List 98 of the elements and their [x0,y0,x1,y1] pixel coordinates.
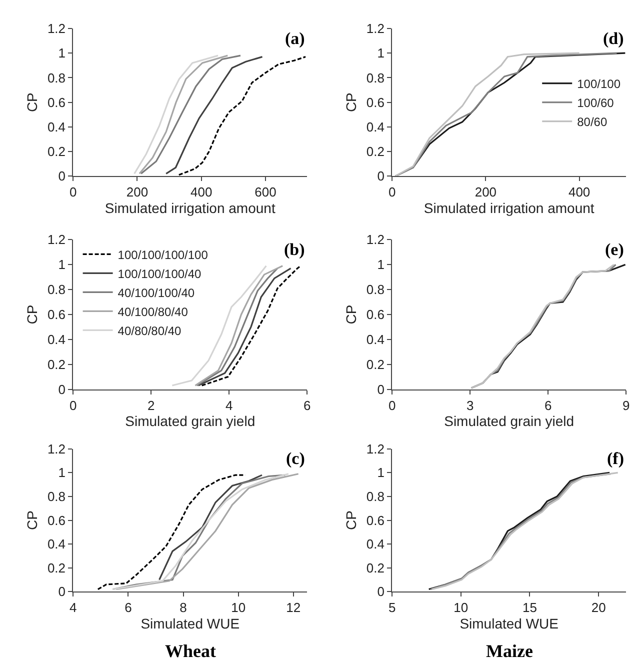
y-tick-label: 0.6 [47,512,66,528]
line-series [165,56,264,174]
y-axis-title: CP [343,304,359,324]
y-tick-label: 0.8 [47,489,66,504]
legend-label: 100/100 [577,77,621,91]
x-tick-label: 3 [466,398,474,413]
y-tick-label: 0.2 [366,560,384,576]
legend-label: 100/100/100/100 [118,248,208,262]
y-tick-label: 0.8 [47,282,66,298]
y-tick-label: 0.6 [366,512,384,528]
x-tick-label: 0 [388,398,396,413]
y-tick-label: 0.6 [47,307,66,322]
x-tick-label: 9 [622,398,630,413]
y-tick-label: 1.2 [47,21,66,36]
line-series [134,54,219,174]
y-axis-title: CP [24,510,40,530]
y-tick-label: 0.8 [47,70,66,86]
annotation: (a) [285,29,305,48]
y-tick-label: 1 [377,46,384,61]
y-tick-label: 0.2 [366,144,384,160]
y-tick-label: 1.2 [366,441,384,456]
y-tick-label: 0.2 [366,356,384,372]
text: Maize [486,641,533,661]
y-tick-label: 0.6 [366,307,384,322]
legend-label: 40/100/80/40 [118,304,188,319]
y-tick-label: 0.2 [47,560,66,576]
y-tick-label: 1.2 [366,232,384,248]
y-tick-label: 0.6 [366,94,384,110]
x-tick-label: 4 [70,600,77,616]
annotation: (e) [605,240,624,259]
y-tick-label: 0.4 [47,536,66,552]
x-tick-label: 0 [70,184,77,200]
x-tick-label: 15 [522,600,537,616]
y-tick-label: 0.8 [366,489,384,504]
legend-label: 100/100/100/40 [118,266,202,281]
y-tick-label: 0 [58,382,66,397]
y-axis-title: CP [343,510,359,530]
x-tick-label: 2 [148,398,155,413]
y-tick-label: 0 [377,584,384,600]
y-tick-label: 0.8 [366,70,384,86]
y-tick-label: 1 [58,257,66,272]
x-tick-label: 12 [286,600,301,616]
annotation: (f) [607,449,624,468]
line-series [178,56,306,176]
x-tick-label: 10 [454,600,468,616]
annotation: (d) [603,29,624,48]
y-tick-label: 0 [58,168,66,184]
y-tick-label: 0.2 [47,144,66,160]
y-tick-label: 0.6 [47,94,66,110]
x-tick-label: 6 [544,398,552,413]
legend-label: 80/60 [577,115,608,129]
x-axis-title: Simulated WUE [460,616,559,632]
x-tick-label: 200 [474,184,497,200]
x-tick-label: 8 [180,600,187,616]
y-tick-label: 0 [377,382,384,397]
y-tick-label: 0 [377,168,384,184]
x-tick-label: 0 [388,184,396,200]
y-tick-label: 1 [377,257,384,272]
y-tick-label: 0.4 [366,119,384,134]
x-tick-label: 20 [591,600,606,616]
x-tick-label: 4 [226,398,233,413]
y-tick-label: 1 [58,46,66,61]
x-tick-label: 10 [231,600,246,616]
y-tick-label: 0.4 [366,536,384,552]
y-tick-label: 0.2 [47,356,66,372]
x-tick-label: 400 [568,184,590,200]
legend-label: 40/100/100/40 [118,286,195,300]
x-tick-label: 0 [70,398,77,413]
line-series [158,474,263,581]
x-tick-label: 400 [190,184,212,200]
y-axis-title: CP [343,92,359,112]
x-axis-title: Simulated irrigation amount [104,200,276,216]
y-tick-label: 1.2 [47,232,66,248]
x-axis-title: Simulated grain yield [444,413,574,430]
x-tick-label: 5 [388,600,396,616]
y-tick-label: 1 [58,465,66,480]
x-axis-title: Simulated WUE [140,616,240,632]
x-tick-label: 6 [304,398,311,413]
legend-label: 40/80/80/40 [118,324,182,338]
annotation: (b) [284,240,305,259]
y-tick-label: 0.4 [47,332,66,347]
y-tick-label: 0 [58,584,66,600]
y-axis-title: CP [24,304,40,324]
annotation: (c) [286,449,305,468]
y-tick-label: 1.2 [47,441,66,456]
y-tick-label: 0.8 [366,282,384,298]
y-tick-label: 1 [377,465,384,480]
y-axis-title: CP [24,92,40,112]
x-tick-label: 6 [124,600,132,616]
legend-label: 100/60 [577,96,614,110]
text: Wheat [165,641,216,661]
y-tick-label: 0.4 [366,332,384,347]
y-tick-label: 1.2 [366,21,384,36]
x-axis-title: Simulated irrigation amount [424,200,594,216]
x-tick-label: 600 [254,184,276,200]
x-tick-label: 200 [126,184,148,200]
x-axis-title: Simulated grain yield [125,413,256,430]
y-tick-label: 0.4 [47,119,66,134]
